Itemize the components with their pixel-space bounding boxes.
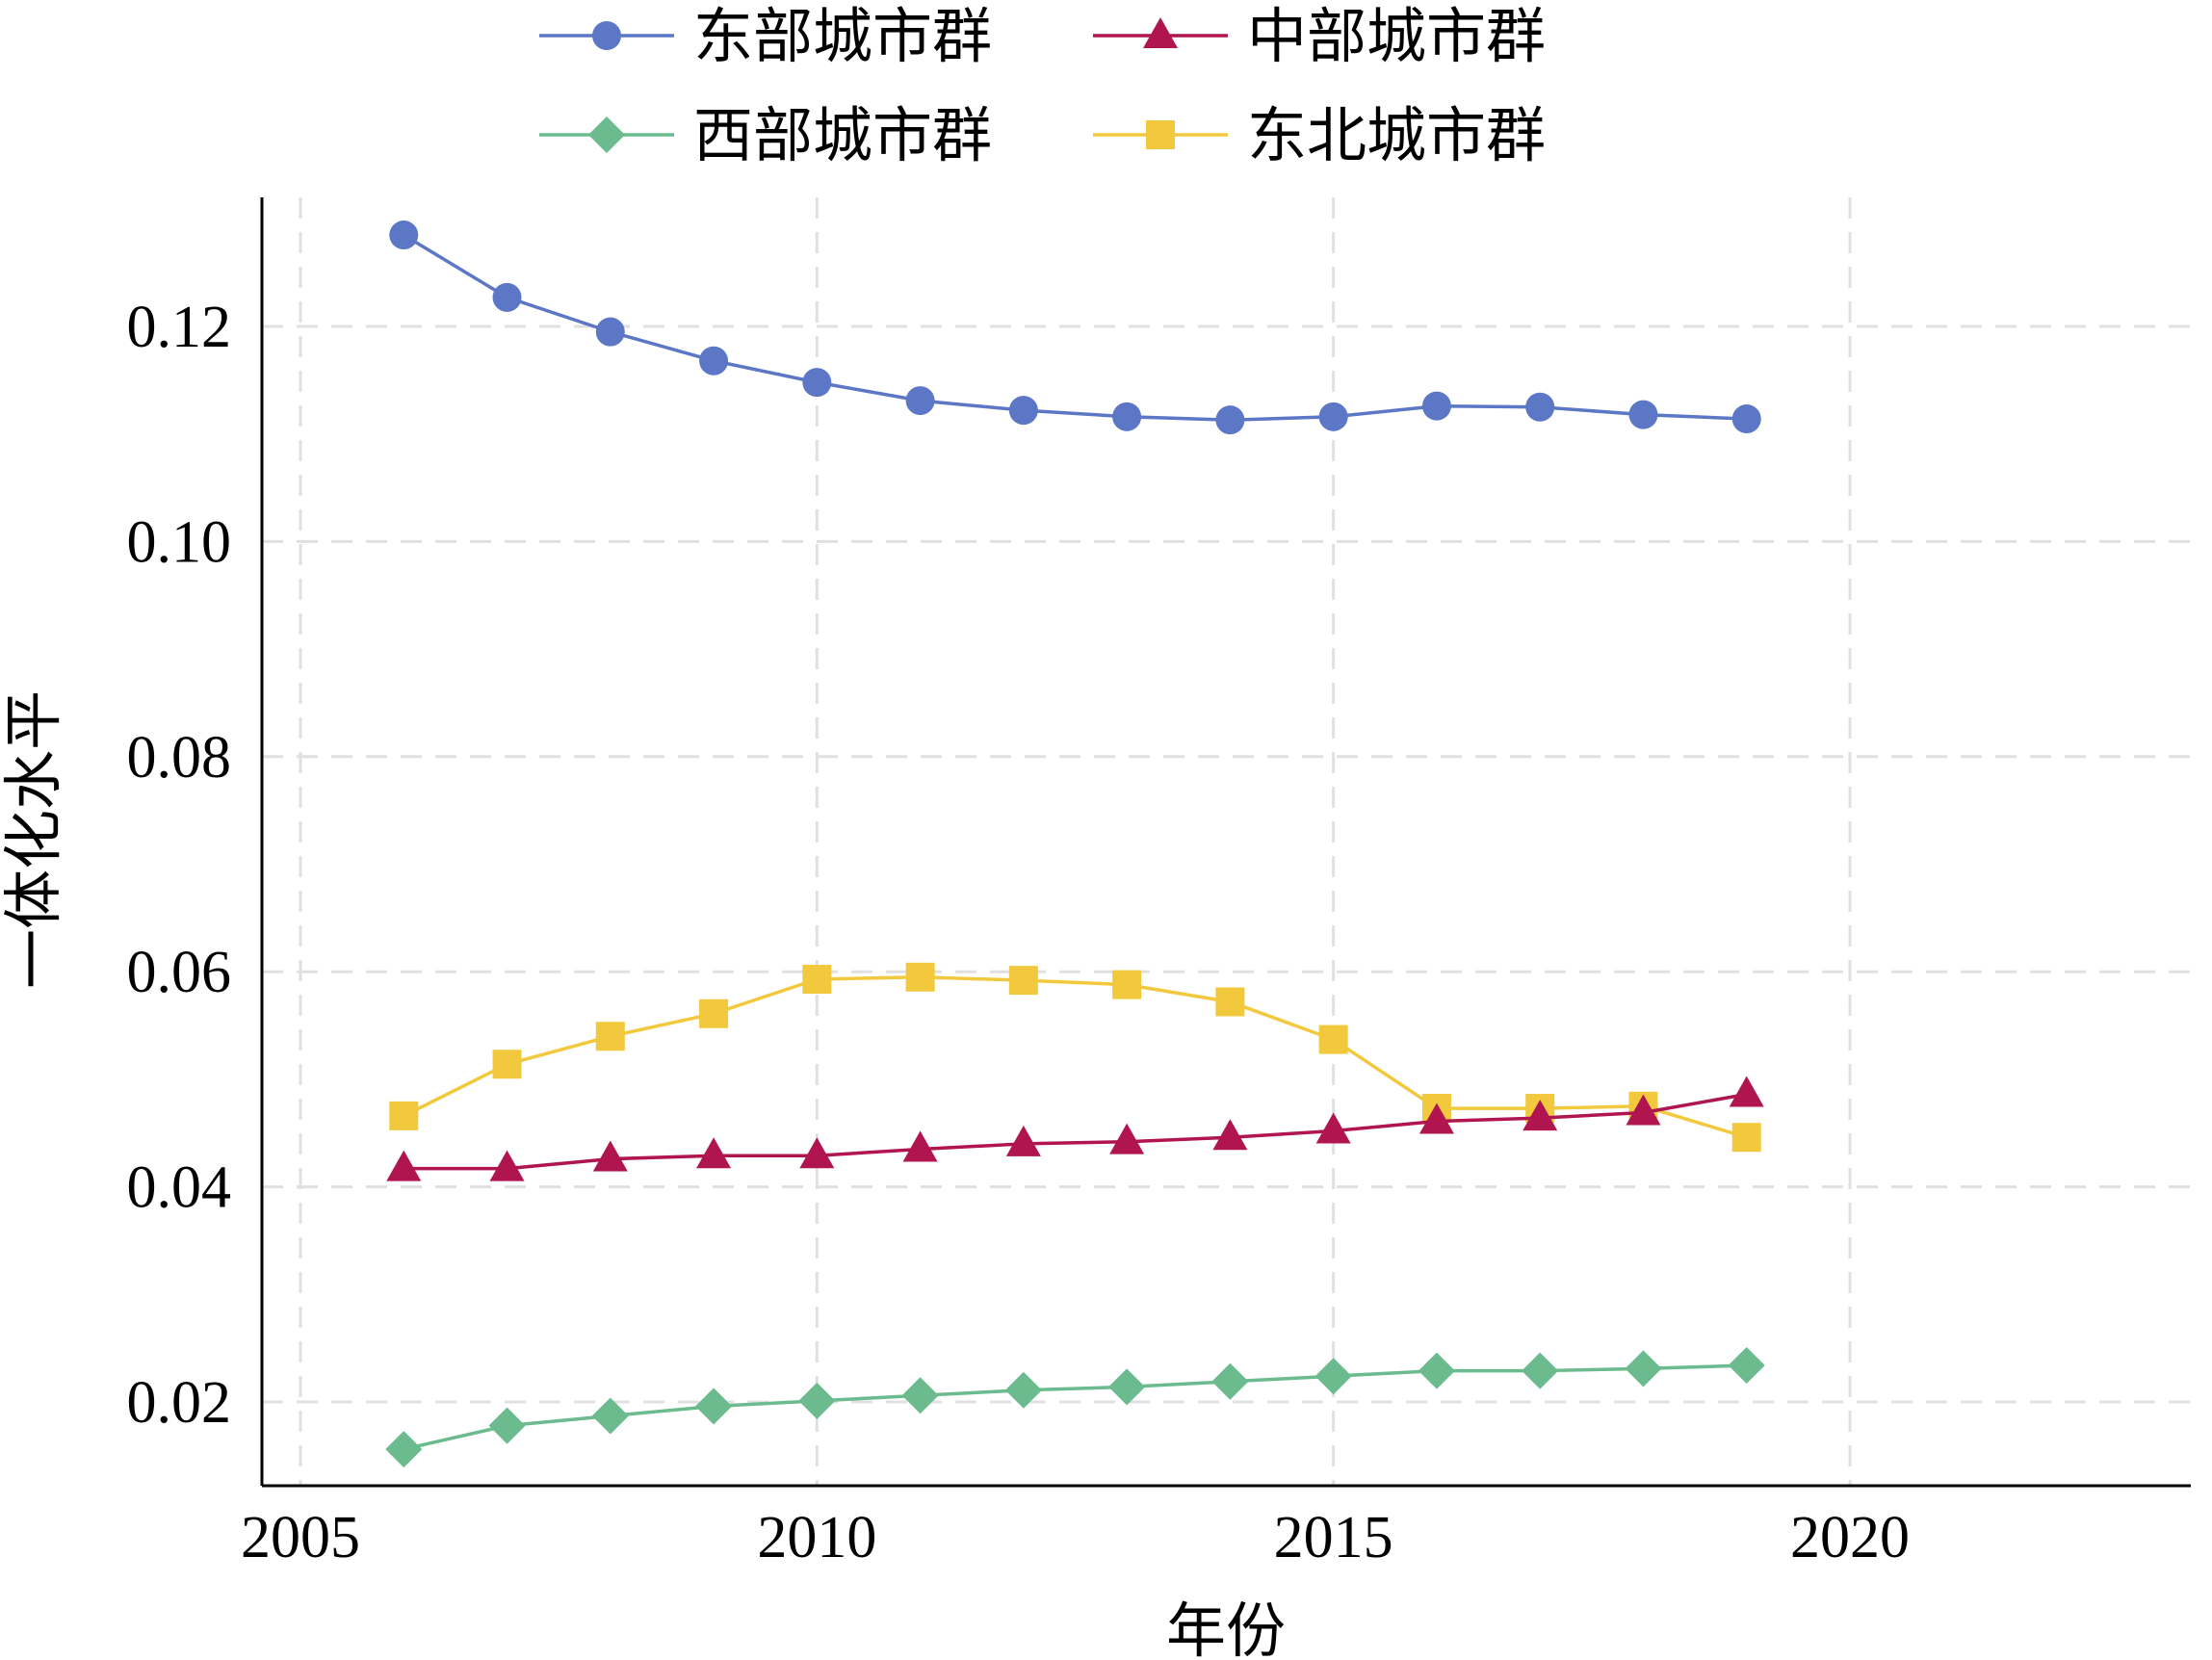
legend-label: 东部城市群 (693, 1, 992, 71)
y-tick-label: 0.02 (127, 1370, 232, 1436)
y-tick-label: 0.12 (127, 295, 232, 360)
legend-label: 中部城市群 (1247, 1, 1546, 71)
data-point (905, 962, 935, 992)
data-point (1731, 404, 1761, 434)
series-group (389, 220, 1761, 435)
x-tick-label: 2015 (1274, 1505, 1393, 1570)
data-point (798, 1382, 836, 1419)
data-point (1525, 392, 1555, 422)
legend-item: 中部城市群 (1093, 1, 1546, 71)
data-point (492, 1050, 522, 1079)
y-axis-title: 一体化水平 (0, 690, 68, 989)
data-point (389, 1101, 419, 1130)
data-point (492, 282, 522, 312)
legend-marker (1146, 120, 1175, 149)
data-point (1522, 1352, 1559, 1389)
tick-label-layer: 2005 2010 2015 2020 0.02 0.04 0.06 0.08 0.10 0.12 (127, 295, 1911, 1570)
series-line (403, 975, 1748, 1139)
legend-marker (592, 21, 621, 50)
series-group (389, 962, 1761, 1153)
data-point (1731, 1123, 1761, 1153)
data-point (1522, 1100, 1558, 1131)
data-point (595, 317, 625, 347)
data-point (1625, 1350, 1662, 1388)
data-point (1211, 1362, 1249, 1400)
data-point (591, 1397, 629, 1435)
data-point (386, 1150, 422, 1181)
data-point (1112, 970, 1142, 999)
x-tick-label: 2010 (757, 1505, 876, 1570)
data-point (389, 220, 419, 250)
data-point (1418, 1352, 1455, 1389)
data-point (905, 386, 935, 416)
legend-item: 西部城市群 (539, 100, 992, 170)
data-point (385, 1431, 423, 1468)
data-point (489, 1150, 525, 1181)
legend-item: 东部城市群 (539, 1, 992, 71)
data-point (1314, 1358, 1352, 1395)
data-point (1215, 987, 1245, 1017)
series-layer (385, 220, 1765, 1468)
data-point (1628, 400, 1658, 429)
x-tick-label: 2020 (1790, 1505, 1910, 1570)
grid-layer (262, 197, 2191, 1486)
data-point (1418, 1102, 1454, 1134)
x-axis-title: 年份 (1166, 1595, 1286, 1660)
data-point (901, 1377, 939, 1414)
series-group (386, 1076, 1764, 1181)
y-tick-label: 0.08 (127, 725, 232, 791)
y-tick-label: 0.04 (127, 1155, 232, 1221)
data-point (1108, 1368, 1146, 1406)
legend-label: 西部城市群 (693, 100, 992, 170)
data-point (802, 368, 832, 398)
series-line (403, 1092, 1748, 1171)
data-point (1728, 1347, 1765, 1385)
data-point (1005, 1125, 1041, 1156)
data-point (699, 346, 729, 376)
legend-marker (588, 117, 625, 153)
data-point (902, 1130, 938, 1162)
data-point (1008, 396, 1038, 426)
data-point (1315, 1112, 1351, 1144)
series-group (385, 1347, 1765, 1468)
data-point (592, 1140, 628, 1172)
data-point (1109, 1123, 1145, 1154)
data-point (1729, 1076, 1764, 1107)
data-point (1008, 966, 1038, 996)
data-point (595, 1022, 625, 1051)
data-point (1212, 1119, 1248, 1151)
data-point (696, 1137, 732, 1169)
legend-item: 东北城市群 (1093, 100, 1546, 170)
data-point (1318, 402, 1348, 431)
data-point (802, 965, 832, 995)
y-tick-label: 0.06 (127, 940, 232, 1005)
y-tick-label: 0.10 (127, 509, 232, 575)
data-point (1215, 405, 1245, 435)
data-point (1318, 1025, 1348, 1054)
data-point (1421, 391, 1451, 421)
axes-layer (260, 197, 2191, 1488)
data-point (695, 1388, 733, 1425)
legend-marker (1143, 17, 1178, 48)
data-point (1112, 402, 1142, 431)
legend-label: 东北城市群 (1247, 100, 1546, 170)
data-point (488, 1407, 526, 1444)
data-point (1626, 1094, 1661, 1126)
x-tick-label: 2005 (241, 1505, 360, 1570)
data-point (699, 999, 729, 1028)
data-point (1004, 1371, 1042, 1409)
data-point (799, 1137, 835, 1169)
series-line (403, 233, 1747, 422)
